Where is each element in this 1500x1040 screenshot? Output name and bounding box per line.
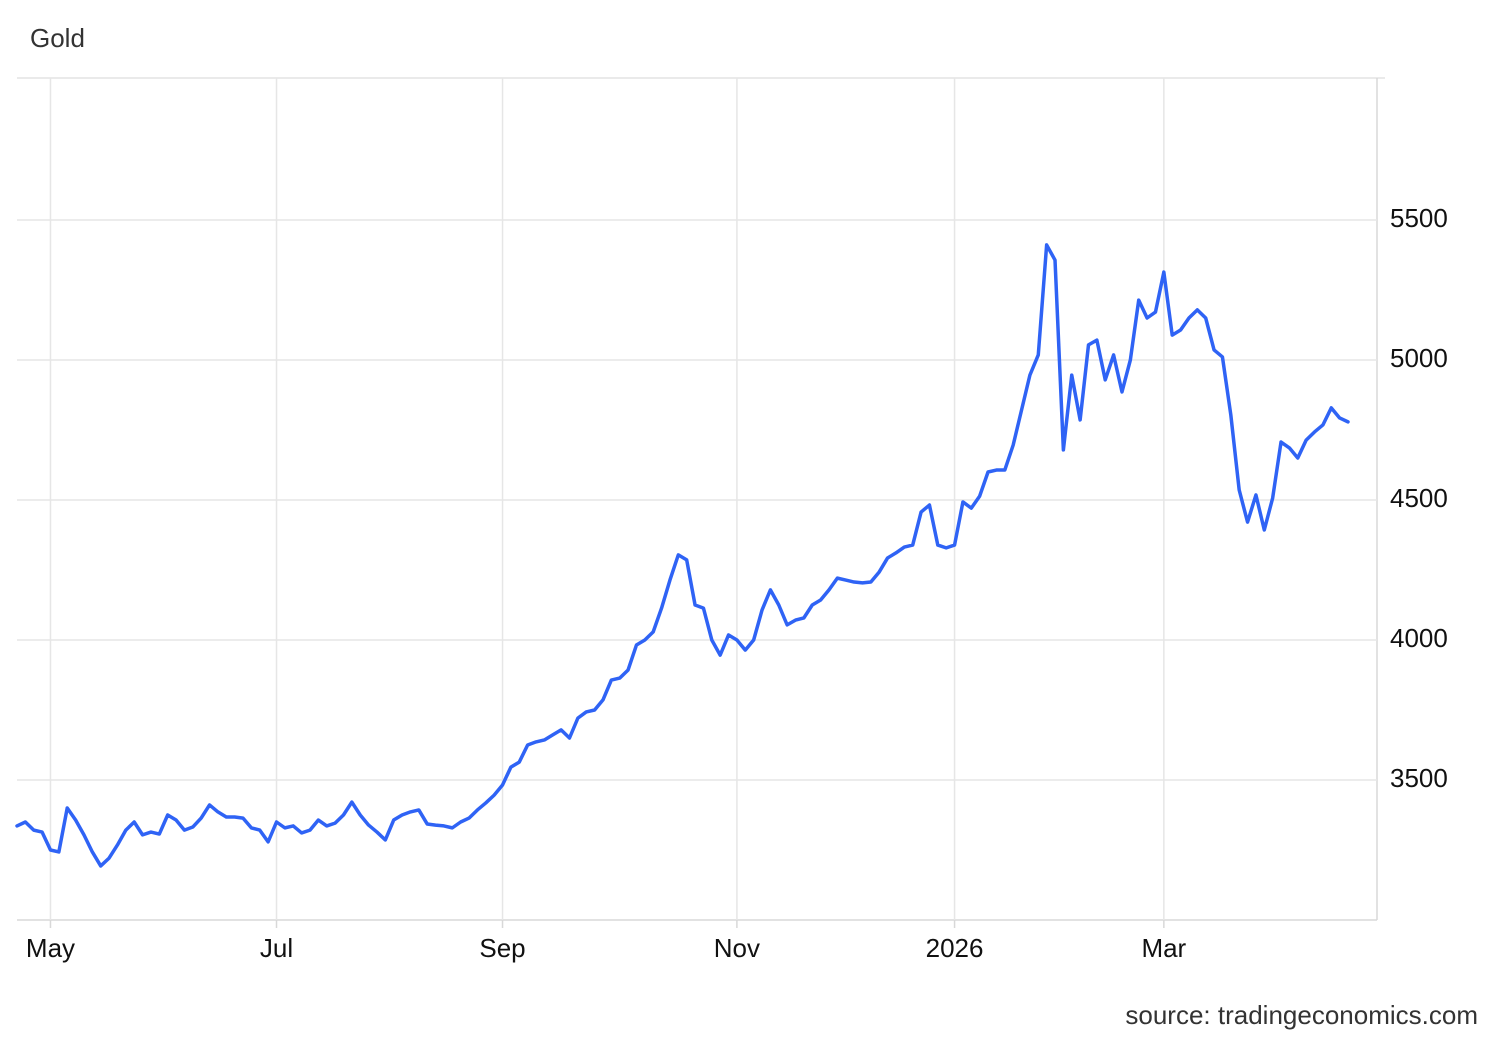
y-tick-label: 4000 — [1390, 623, 1448, 653]
source-note: source: tradingeconomics.com — [1125, 1000, 1478, 1030]
x-tick-label: Mar — [1141, 933, 1186, 963]
y-tick-label: 4500 — [1390, 483, 1448, 513]
x-tick-label: May — [26, 933, 75, 963]
x-tick-label: Jul — [260, 933, 293, 963]
x-tick-label: Sep — [479, 933, 525, 963]
y-tick-label: 3500 — [1390, 763, 1448, 793]
price-line — [15, 243, 1350, 868]
y-tick-label: 5500 — [1390, 203, 1448, 233]
x-tick-label: 2026 — [926, 933, 984, 963]
x-tick-label: Nov — [714, 933, 760, 963]
y-tick-label: 5000 — [1390, 343, 1448, 373]
chart-title: Gold — [30, 23, 85, 53]
